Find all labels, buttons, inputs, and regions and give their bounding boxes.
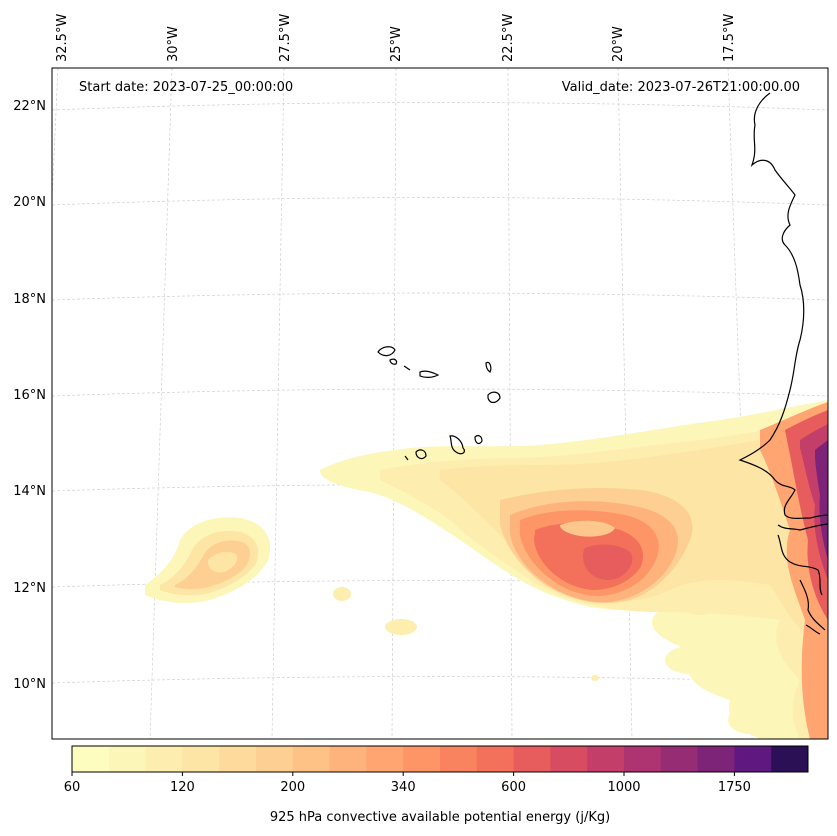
colorbar-swatch: [72, 746, 110, 772]
lat-label: 22°N: [13, 99, 46, 114]
colorbar-ticks: 60 120 200 340 600 1000 1750: [64, 772, 751, 795]
colorbar-swatch: [292, 746, 331, 772]
colorbar-swatch: [734, 746, 772, 772]
colorbar-swatch: [513, 746, 551, 772]
colorbar-swatch: [660, 746, 699, 772]
colorbar-swatch: [108, 746, 147, 772]
lon-label: 20°W: [611, 26, 626, 62]
colorbar-swatch: [329, 746, 367, 772]
lon-label: 17.5°W: [722, 14, 737, 62]
colorbar-swatch: [256, 746, 294, 772]
lat-label: 16°N: [13, 388, 46, 403]
colorbar-swatch: [403, 746, 441, 772]
lat-label: 14°N: [13, 484, 46, 499]
colorbar-swatch: [550, 746, 588, 772]
colorbar-tick-label: 600: [501, 780, 526, 795]
lon-label: 25°W: [389, 26, 404, 62]
lat-labels: 22°N 20°N 18°N 16°N 14°N 12°N 10°N: [13, 99, 46, 692]
colorbar: [72, 746, 809, 772]
valid-date-label: Valid_date: 2023-07-26T21:00:00.00: [562, 80, 800, 95]
map-area: [52, 68, 828, 739]
lat-label: 12°N: [13, 581, 46, 596]
lon-label: 30°W: [166, 26, 181, 62]
lon-labels: 32.5°W 30°W 27.5°W 25°W 22.5°W 20°W 17.5…: [55, 14, 737, 62]
colorbar-swatch: [182, 746, 220, 772]
coastlines: [377, 92, 828, 635]
lat-label: 10°N: [13, 677, 46, 692]
colorbar-tick-label: 60: [64, 780, 81, 795]
colorbar-tick-label: 120: [170, 780, 195, 795]
colorbar-frame: [71, 745, 809, 773]
colorbar-tick-label: 340: [391, 780, 416, 795]
lat-label: 18°N: [13, 292, 46, 307]
colorbar-swatch: [440, 746, 478, 772]
colorbar-swatch: [587, 746, 625, 772]
lat-label: 20°N: [13, 195, 46, 210]
map-frame: [51, 67, 829, 740]
colorbar-tick-label: 200: [280, 780, 305, 795]
lon-label: 22.5°W: [501, 14, 516, 62]
colorbar-swatch: [771, 746, 809, 772]
start-date-label: Start date: 2023-07-25_00:00:00: [79, 80, 293, 95]
lon-label: 32.5°W: [55, 14, 70, 62]
colorbar-swatch: [697, 746, 735, 772]
colorbar-tick-label: 1750: [718, 780, 751, 795]
colorbar-swatch: [624, 746, 662, 772]
colorbar-swatch: [366, 746, 404, 772]
cape-field: [145, 400, 828, 739]
colorbar-swatch: [145, 746, 183, 772]
colorbar-swatch: [476, 746, 515, 772]
colorbar-tick-label: 1000: [607, 780, 640, 795]
colorbar-title: 925 hPa convective available potential e…: [270, 810, 610, 825]
lon-label: 27.5°W: [278, 14, 293, 62]
colorbar-swatch: [219, 746, 257, 772]
